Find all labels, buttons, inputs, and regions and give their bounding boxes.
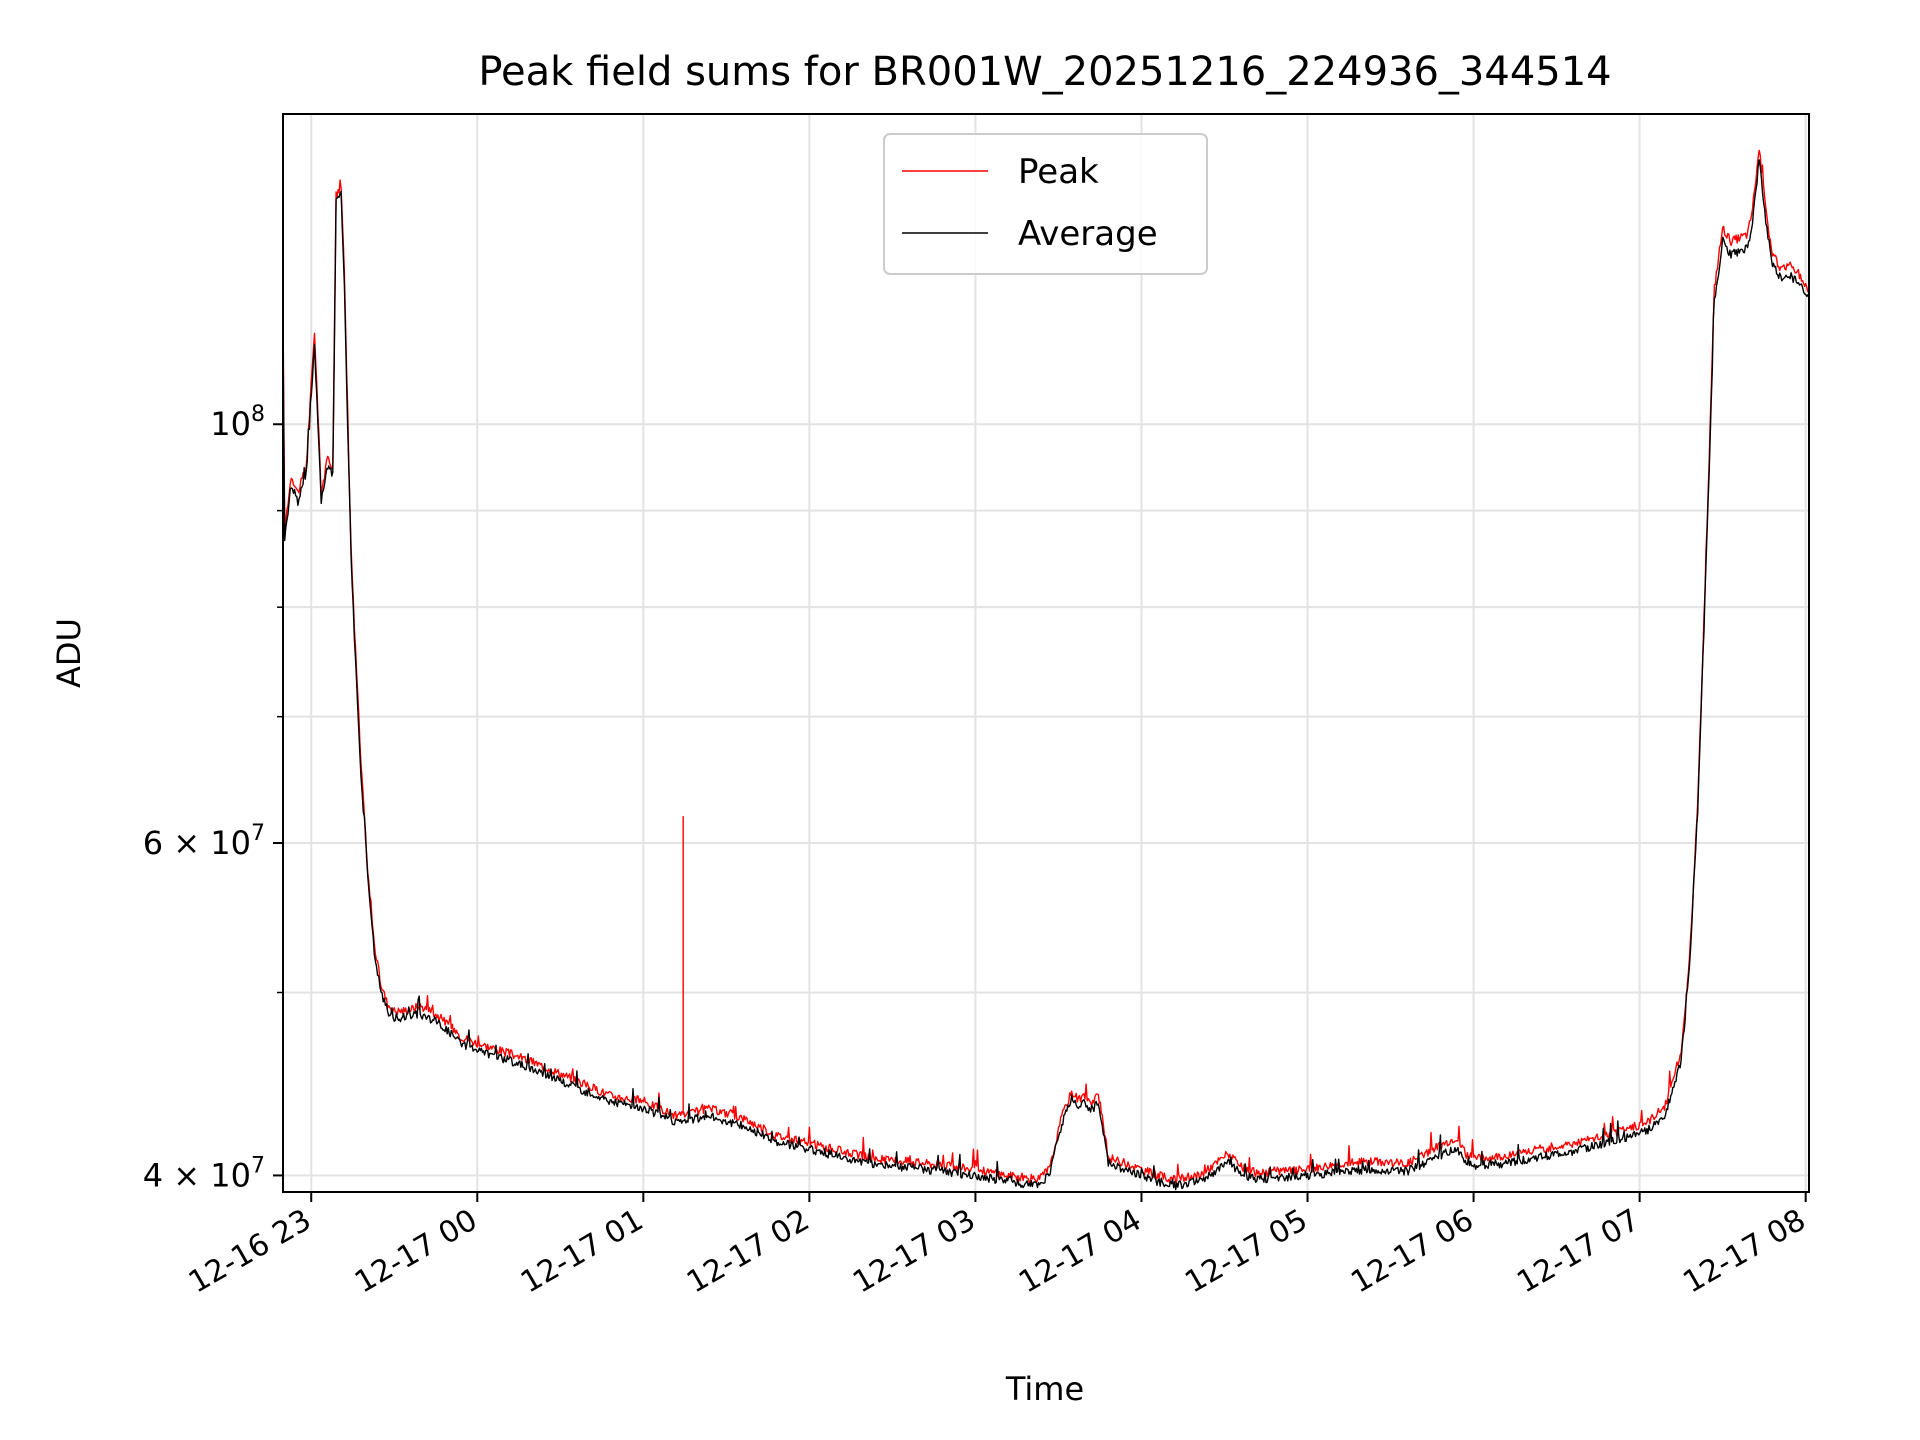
chart-title: Peak field sums for BR001W_20251216_2249…	[478, 49, 1611, 95]
series-layer	[282, 149, 1810, 1191]
series-line-peak	[282, 149, 1810, 1184]
y-axis-label: ADU	[50, 618, 88, 688]
series-line-average	[282, 159, 1810, 1191]
x-axis-label: Time	[1005, 1370, 1084, 1408]
legend-average-label: Average	[1018, 214, 1158, 254]
y-tick-label: 6 × 107	[143, 821, 265, 862]
y-tick-label: 4 × 107	[143, 1153, 265, 1194]
legend-box	[883, 133, 1208, 275]
y-tick-label: 108	[210, 402, 265, 443]
legend-peak-label: Peak	[1018, 152, 1099, 192]
y-axis: 4 × 107 6 × 107 108	[143, 402, 283, 1194]
plot-area-frame	[282, 113, 1810, 1193]
legend: Peak Average	[883, 133, 1208, 275]
